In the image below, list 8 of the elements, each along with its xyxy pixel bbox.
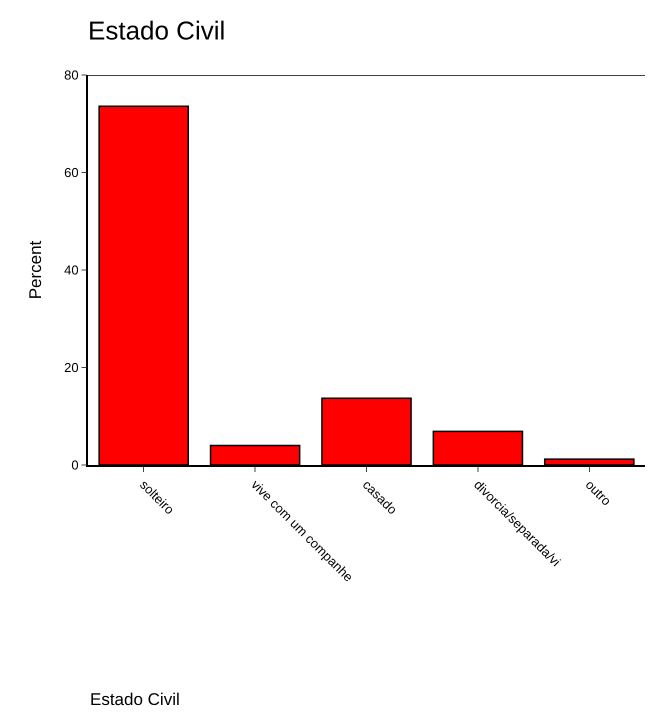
y-tick-label: 80 bbox=[64, 68, 79, 83]
y-tick-label: 20 bbox=[64, 360, 79, 376]
chart-title: Estado Civil bbox=[88, 16, 226, 46]
y-tick-label: 60 bbox=[64, 165, 79, 180]
y-tick-label: 40 bbox=[64, 262, 79, 278]
y-axis-title: Percent bbox=[26, 240, 46, 300]
text: Estado Civil bbox=[90, 690, 180, 709]
y-tick-label: 0 bbox=[71, 458, 79, 473]
